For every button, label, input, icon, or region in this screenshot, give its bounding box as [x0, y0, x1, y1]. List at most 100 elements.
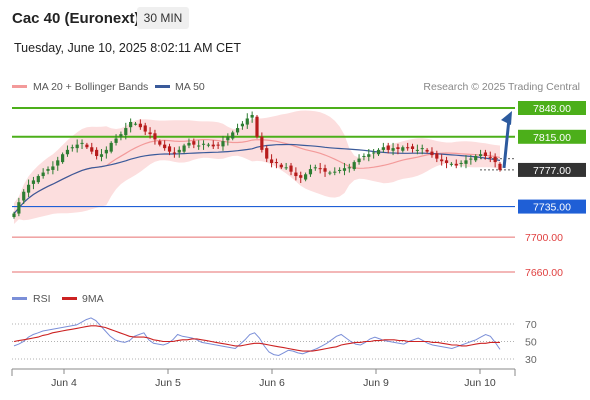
candle-body: [440, 159, 444, 162]
candle-body: [148, 132, 152, 135]
candle-body: [192, 141, 196, 145]
candle-body: [206, 144, 210, 146]
candle-body: [22, 191, 26, 201]
candle-body: [167, 146, 172, 152]
candle-body: [46, 169, 50, 171]
candle-body: [177, 149, 181, 153]
rsi-ma-line: [13, 325, 500, 352]
rsi-panel: 70 50 30: [12, 317, 537, 366]
candle-body: [201, 143, 206, 145]
candle-body: [255, 116, 259, 137]
legend-rsi-label: RSI: [33, 293, 51, 305]
candle-body: [36, 176, 40, 183]
candle-body: [12, 213, 16, 218]
candle-body: [235, 128, 240, 133]
candle-body: [493, 156, 497, 163]
timeframe-button[interactable]: 30 MIN: [137, 7, 189, 29]
candle-body: [75, 144, 79, 149]
candle-body: [478, 154, 483, 156]
candle-body: [143, 125, 147, 132]
candle-body: [357, 158, 361, 163]
bollinger-band: [14, 110, 500, 224]
candle-body: [265, 148, 269, 159]
level-label: 7735.00: [533, 202, 571, 214]
candle-body: [435, 153, 439, 159]
candle-body: [26, 184, 31, 193]
candle-body: [294, 172, 298, 177]
candle-body: [425, 149, 429, 152]
candle-body: [367, 154, 371, 157]
candle-body: [430, 151, 434, 156]
x-axis-tick-label: Jun 9: [363, 377, 389, 389]
candle-body: [216, 144, 220, 146]
candle-body: [444, 160, 449, 163]
candle-body: [391, 148, 395, 151]
candle-body: [308, 169, 313, 175]
candle-body: [284, 167, 288, 169]
price-levels: [12, 107, 515, 273]
level-label: 7848.00: [533, 103, 571, 115]
candle-body: [17, 202, 21, 214]
candle-body: [483, 152, 488, 156]
candle-body: [226, 136, 230, 141]
candle-body: [119, 134, 123, 137]
candle-body: [269, 159, 274, 163]
timestamp: Tuesday, June 10, 2025 8:02:11 AM CET: [14, 41, 241, 55]
candle-body: [304, 174, 308, 180]
candle-body: [328, 172, 332, 174]
candle-body: [197, 145, 201, 147]
candle-body: [95, 149, 99, 156]
candle-body: [104, 149, 108, 154]
candle-body: [498, 163, 502, 170]
candle-body: [70, 147, 74, 149]
candle-body: [31, 180, 36, 184]
candle-body: [240, 123, 245, 127]
candle-body: [415, 149, 419, 151]
candle-body: [221, 141, 225, 147]
x-axis-tick-label: Jun 10: [464, 377, 496, 389]
candle-body: [449, 163, 453, 165]
candle-body: [396, 147, 400, 149]
candle-body: [99, 154, 104, 157]
candle-body: [279, 164, 283, 168]
rsi-tick-label: 70: [525, 319, 537, 331]
candle-body: [347, 167, 351, 169]
candle-body: [129, 121, 133, 128]
candle-body: [172, 152, 176, 154]
level-label: 7700.00: [525, 232, 563, 244]
ma50-line: [13, 143, 501, 214]
legend-ma50-label: MA 50: [175, 81, 205, 93]
legend-bollinger-label: MA 20 + Bollinger Bands: [33, 81, 148, 93]
candle-body: [342, 168, 347, 171]
rsi-line: [13, 317, 501, 357]
level-label-box: [518, 129, 586, 144]
candle-body: [313, 167, 317, 169]
candle-body: [124, 128, 128, 136]
candle-body: [85, 144, 89, 148]
candle-body: [333, 171, 337, 173]
candle-body: [163, 144, 167, 149]
candle-body: [274, 162, 279, 164]
legend-rsi-swatch: [12, 297, 27, 300]
legend-bollinger-swatch: [12, 85, 27, 88]
x-axis: Jun 4 Jun 5 Jun 6 Jun 9 Jun 10: [11, 368, 516, 389]
candle-body: [459, 162, 463, 164]
level-label-box: [518, 101, 586, 115]
level-labels: 7848.00 7815.00 7777.00 7735.00 7700.00 7660.…: [518, 101, 586, 279]
candle-body: [454, 163, 458, 166]
candle-body: [376, 149, 381, 155]
candle-body: [386, 145, 390, 150]
candle-body: [474, 155, 478, 161]
forecast-arrow: [501, 111, 512, 169]
candle-body: [289, 165, 293, 172]
forecast-arrow-head: [501, 111, 512, 125]
level-label: 7815.00: [533, 132, 571, 144]
candle-body: [245, 118, 249, 125]
x-axis-tick-label: Jun 6: [259, 377, 285, 389]
level-label: 7660.00: [525, 267, 563, 279]
candle-body: [469, 158, 473, 160]
candle-body: [260, 136, 264, 150]
candle-body: [410, 146, 415, 149]
candle-body: [401, 147, 405, 151]
